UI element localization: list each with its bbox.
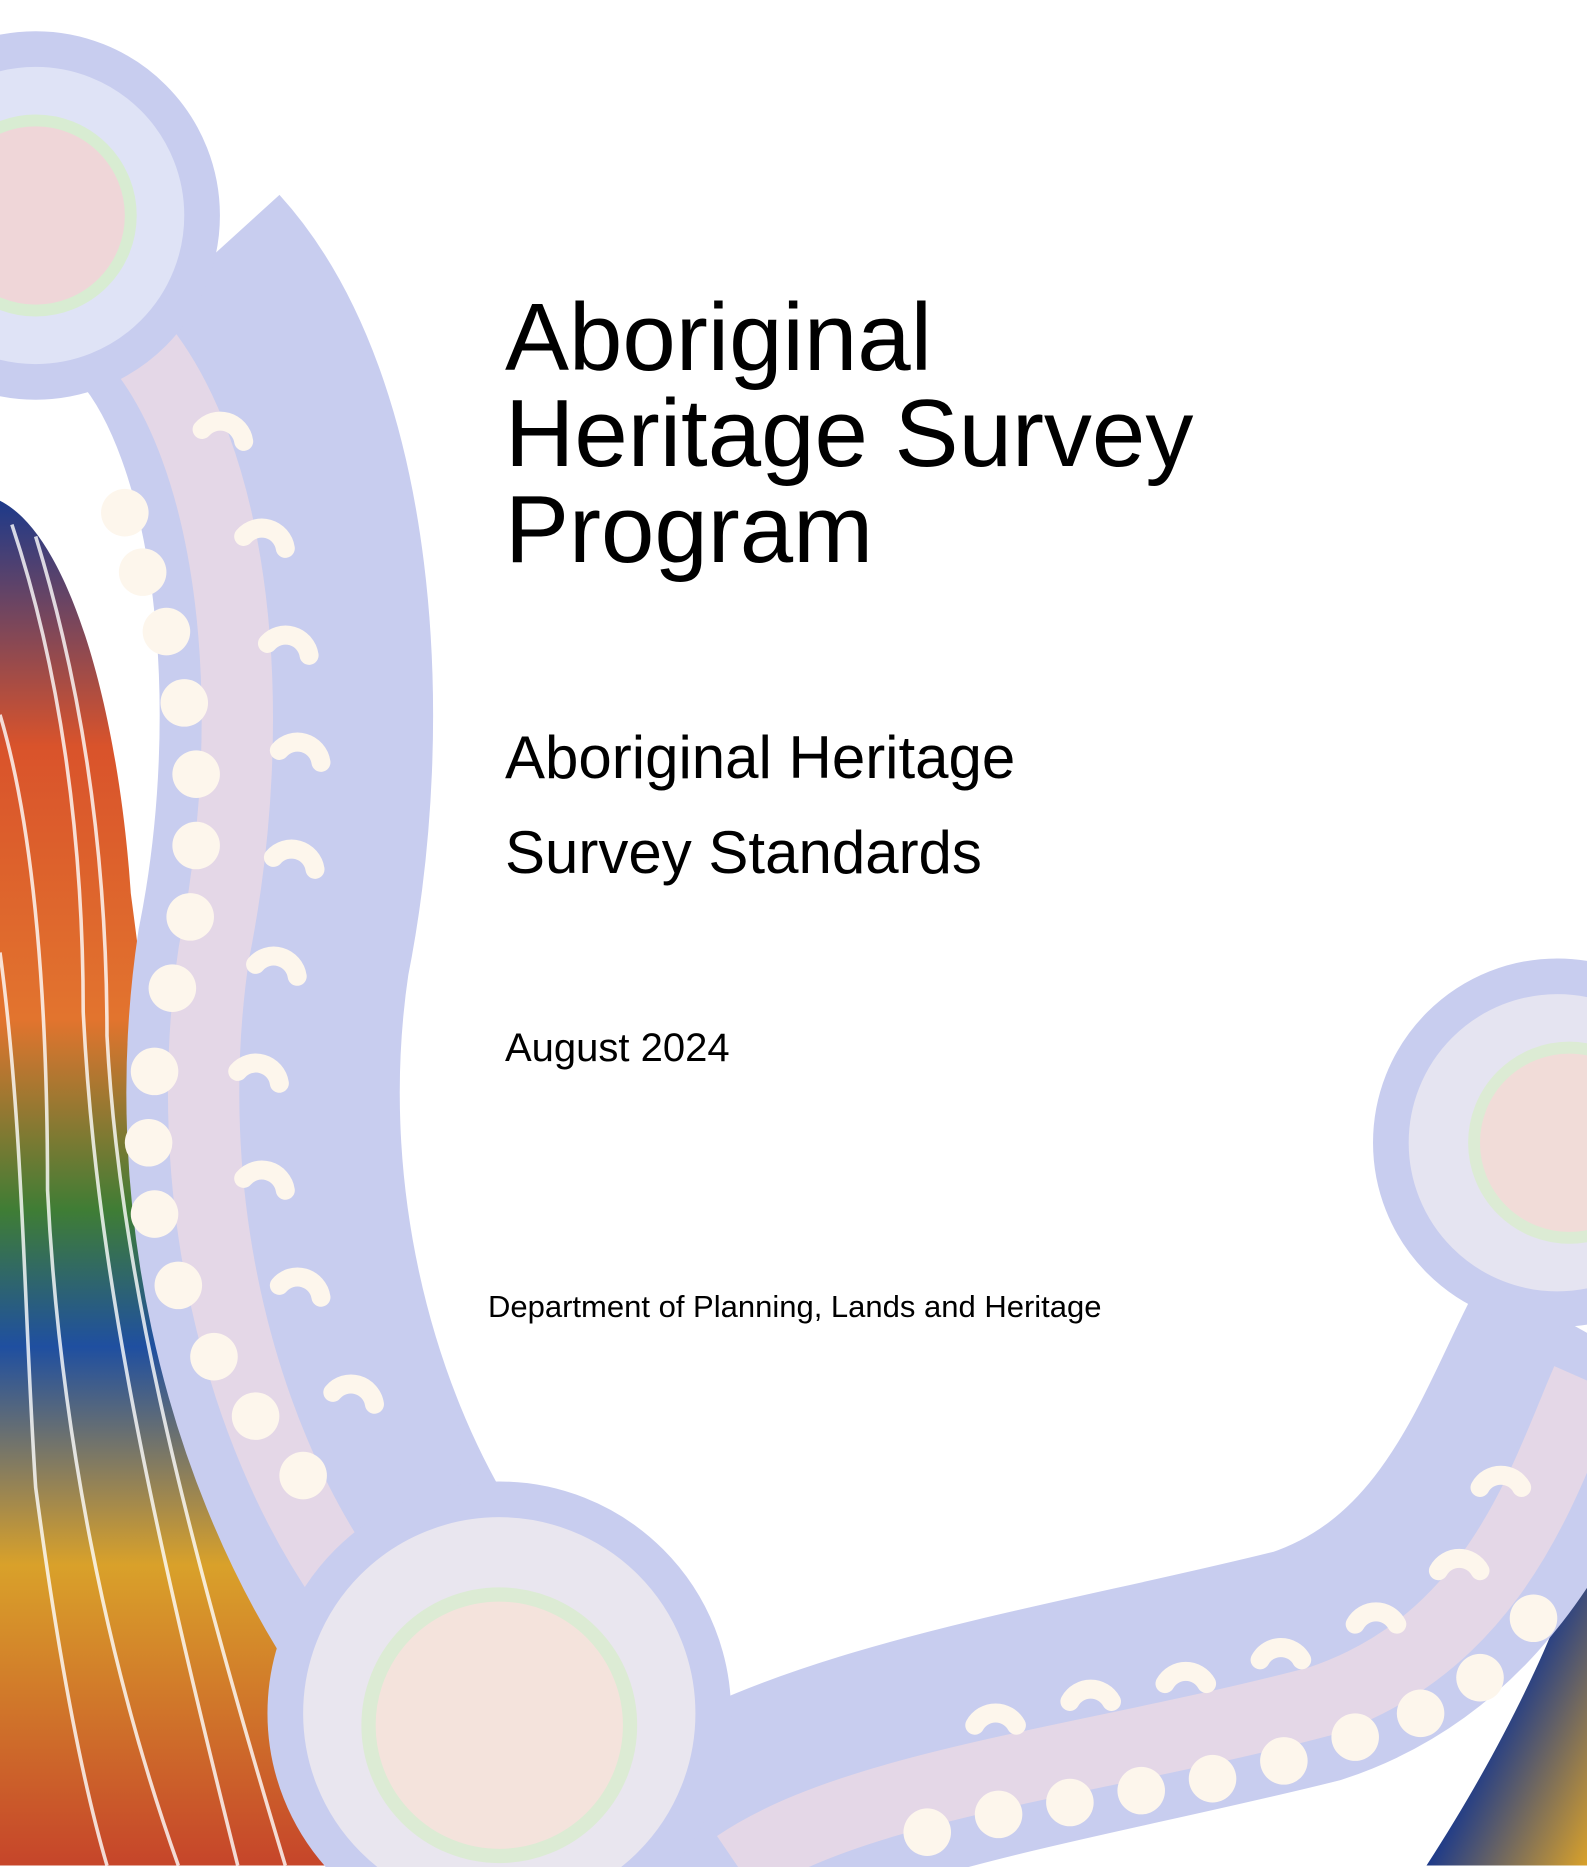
cover-artwork (0, 0, 1587, 1867)
title-line: Program (505, 482, 873, 578)
title-line: Heritage Survey (505, 386, 1193, 482)
date: August 2024 (505, 1028, 730, 1068)
subtitle-line: Survey Standards (505, 823, 982, 883)
department: Department of Planning, Lands and Herita… (488, 1291, 1102, 1322)
subtitle-line: Aboriginal Heritage (505, 728, 1015, 788)
page: Aboriginal Heritage Survey Program Abori… (0, 0, 1587, 1867)
title-line: Aboriginal (505, 290, 932, 386)
